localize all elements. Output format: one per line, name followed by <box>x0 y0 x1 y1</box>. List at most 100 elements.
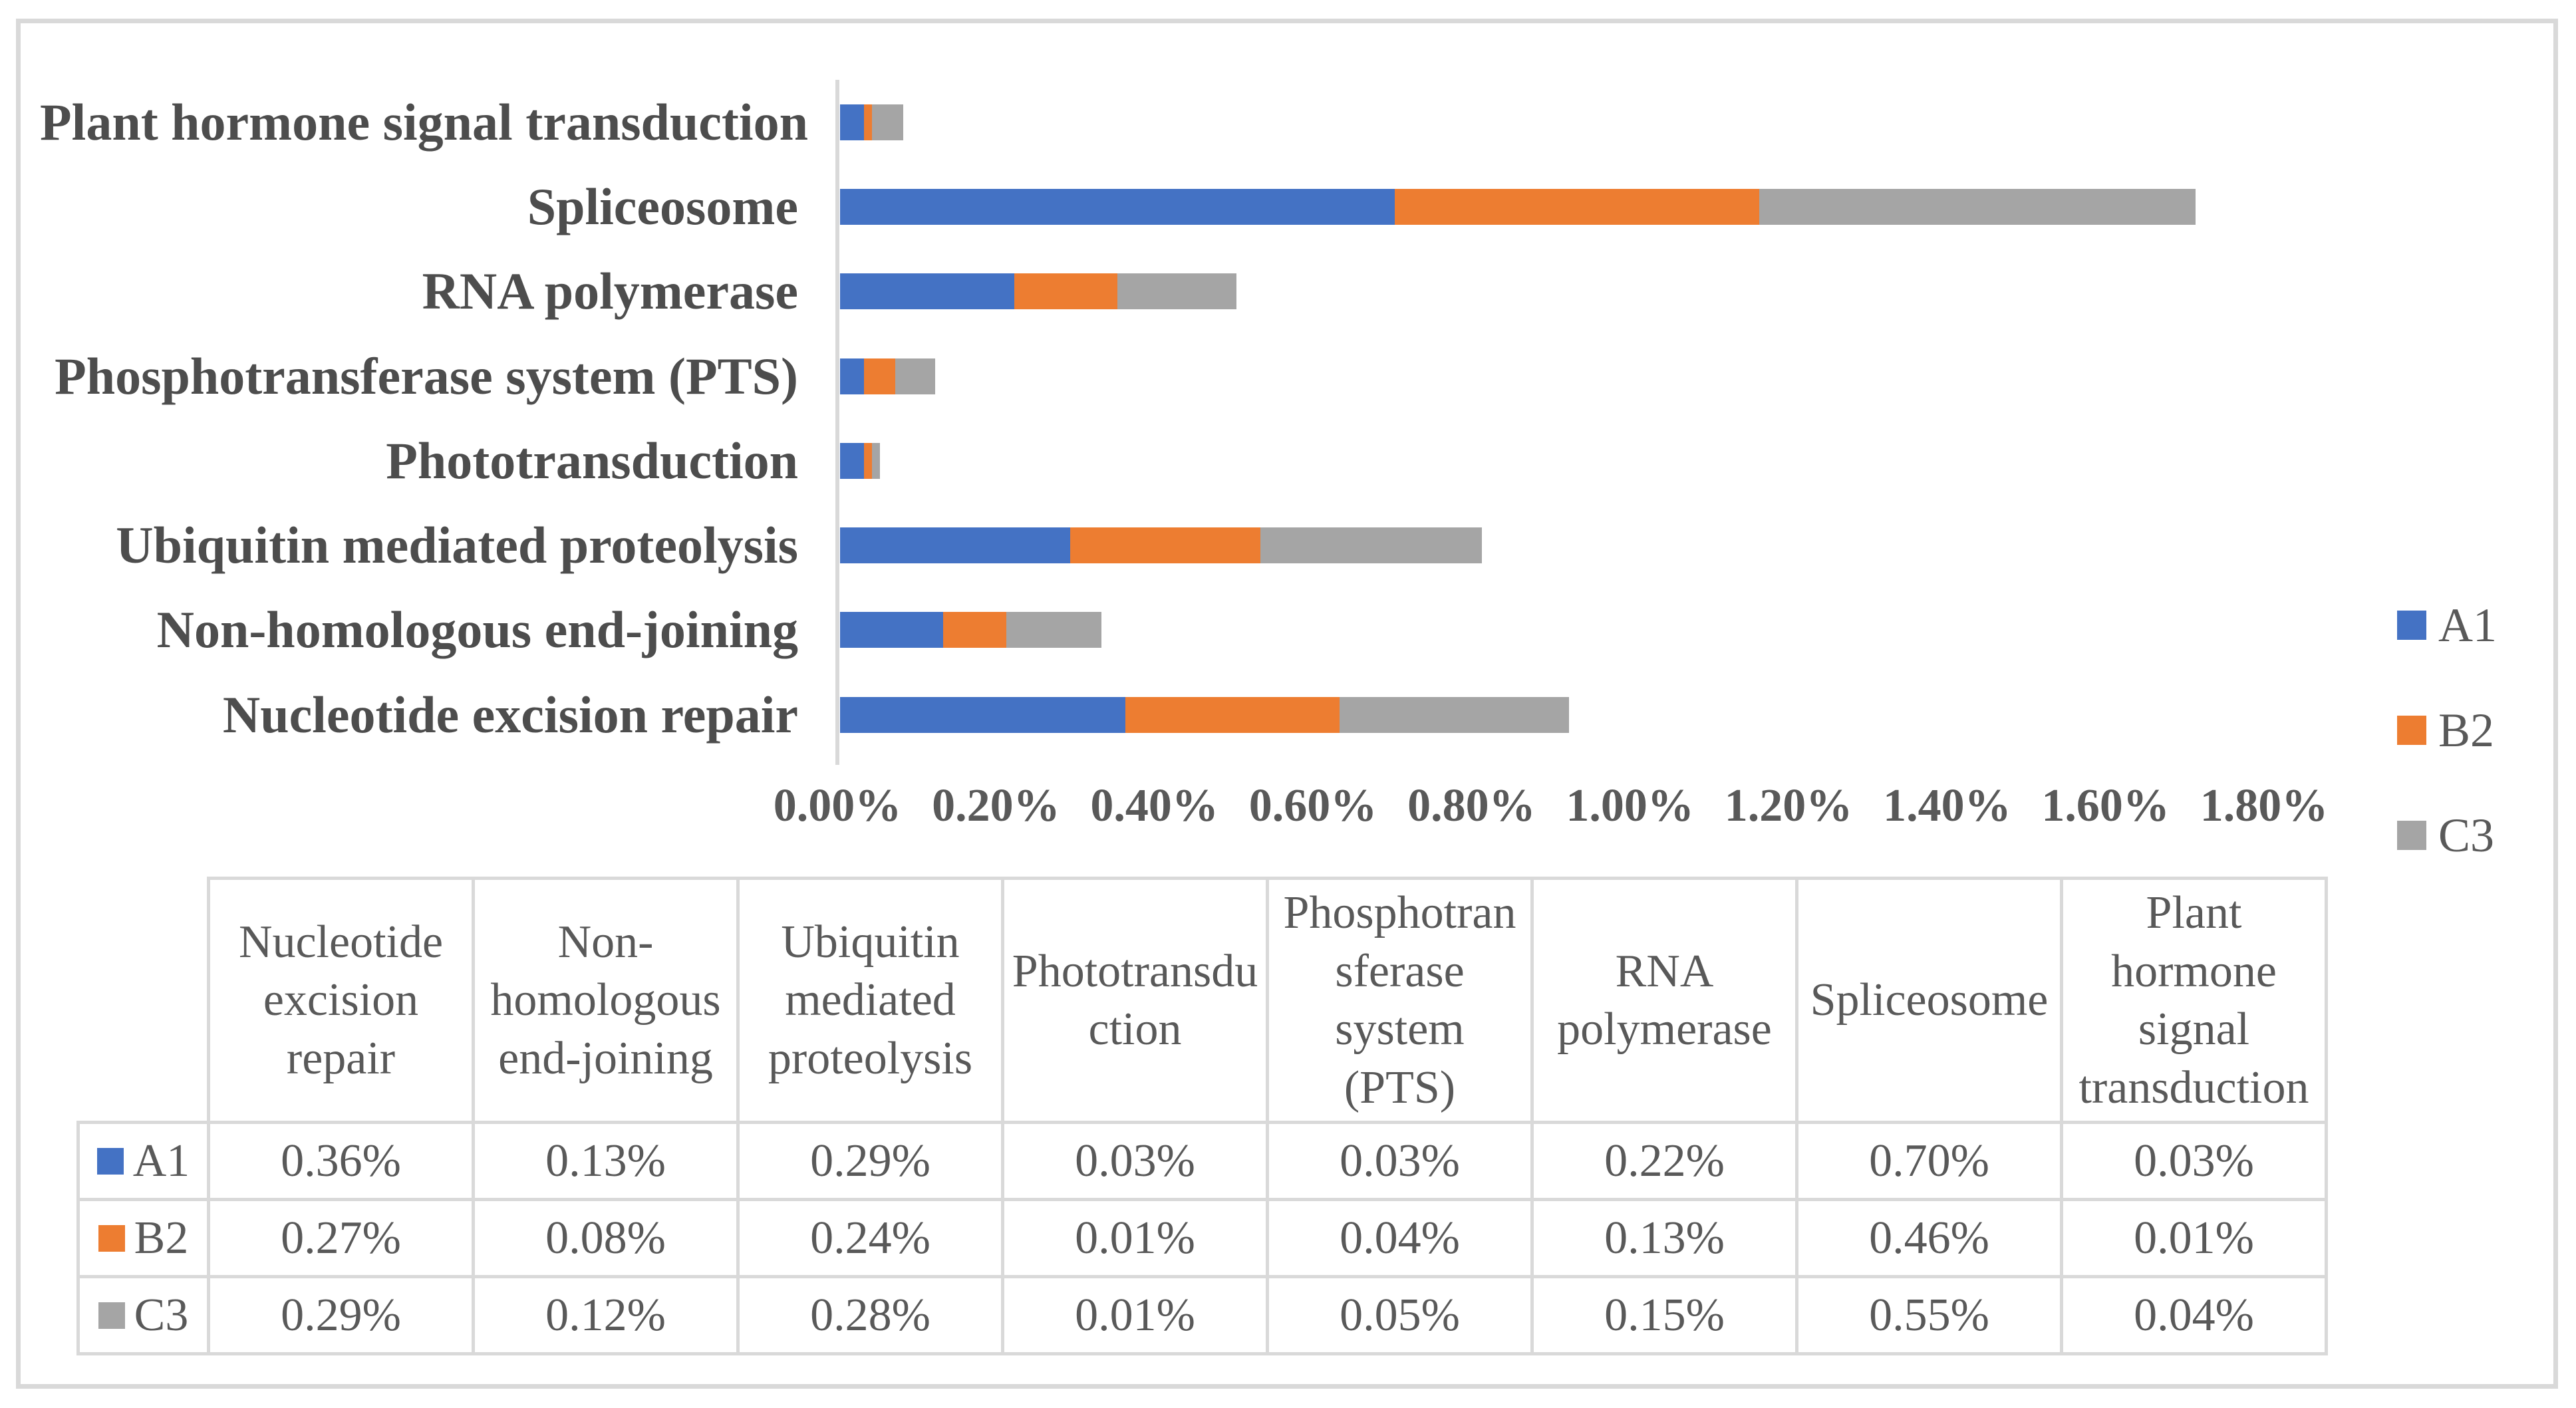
series-label: A1 <box>132 1135 190 1187</box>
legend-item-b2: B2 <box>2397 706 2497 754</box>
table-value-cell: 0.01% <box>1001 1275 1269 1355</box>
bar-segment-a1 <box>840 442 864 479</box>
x-axis-tick-labels: 0.00% 0.20% 0.40% 0.60% 0.80% 1.00% 1.20% 1.40%… <box>0 778 2576 851</box>
table-value-cell: 0.04% <box>2060 1275 2328 1355</box>
series-swatch-icon <box>98 1302 125 1329</box>
table-row-header: C3 <box>76 1275 210 1355</box>
bar-track <box>840 527 1483 564</box>
table-column-header: Ubiquitin mediated proteolysis <box>736 877 1004 1124</box>
bar-segment-c3 <box>871 104 904 140</box>
bar-segment-b2 <box>863 442 872 479</box>
bar-track <box>840 696 1570 733</box>
bar-segment-a1 <box>840 696 1125 733</box>
legend-swatch-icon <box>2397 716 2426 745</box>
series-label: B2 <box>134 1212 189 1264</box>
chart-row: Spliceosome <box>40 164 2196 249</box>
table-row-c3: C3 0.29% 0.12% 0.28% 0.01% 0.05% 0.15% 0.55% 0.0… <box>76 1275 2328 1355</box>
legend-label: B2 <box>2438 704 2495 757</box>
bar-segment-b2 <box>863 358 896 394</box>
category-label: Ubiquitin mediated proteolysis <box>116 516 798 575</box>
series-swatch-icon <box>98 1224 125 1252</box>
bar-segment-a1 <box>840 273 1015 310</box>
category-label: RNA polymerase <box>422 262 798 321</box>
x-axis-tick-label: 0.40% <box>1090 780 1218 831</box>
x-axis-tick-label: 0.60% <box>1248 780 1377 831</box>
table-value-cell: 0.08% <box>472 1198 740 1278</box>
table-value-cell: 0.24% <box>736 1198 1004 1278</box>
category-label: Phototransduction <box>386 431 798 490</box>
table-value-cell: 0.03% <box>1266 1121 1534 1201</box>
y-axis-line <box>835 80 839 765</box>
table-row-header-content: A1 <box>86 1132 200 1191</box>
chart-row: Plant hormone signal transduction <box>40 80 2196 164</box>
bar-segment-a1 <box>840 104 864 140</box>
table-header-row: Nucleotide excision repair Non-homologous… <box>78 877 2328 1124</box>
bar-segment-c3 <box>1260 527 1483 564</box>
table-column-header: RNA polymerase <box>1530 877 1798 1124</box>
table-row-header-content: C3 <box>86 1286 200 1345</box>
category-label: Nucleotide excision repair <box>222 685 798 744</box>
series-swatch-icon <box>96 1147 124 1175</box>
table-value-cell: 0.27% <box>207 1198 475 1278</box>
bar-track <box>840 442 880 479</box>
table-row-header-content: B2 <box>86 1209 200 1268</box>
bar-segment-a1 <box>840 612 943 648</box>
x-axis-tick-label: 1.20% <box>1724 780 1853 831</box>
table-column-header: Spliceosome <box>1795 877 2063 1124</box>
x-axis-tick-label: 0.20% <box>932 780 1060 831</box>
bar-segment-b2 <box>942 612 1007 648</box>
table-value-cell: 0.29% <box>207 1275 475 1355</box>
bar-segment-c3 <box>1339 696 1570 733</box>
bar-segment-b2 <box>1125 696 1340 733</box>
chart-row: Phototransduction <box>40 418 2196 503</box>
table-value-cell: 0.03% <box>2060 1121 2328 1201</box>
table-row-b2: B2 0.27% 0.08% 0.24% 0.01% 0.04% 0.13% 0.46% 0.0… <box>76 1198 2328 1278</box>
bar-segment-c3 <box>895 358 936 394</box>
category-label: Non-homologous end-joining <box>156 601 798 659</box>
table-row-a1: A1 0.36% 0.13% 0.29% 0.03% 0.03% 0.22% 0.70% 0.0… <box>76 1121 2328 1201</box>
category-label: Spliceosome <box>527 177 798 235</box>
bar-segment-b2 <box>863 104 872 140</box>
legend-label: A1 <box>2438 599 2497 652</box>
bar-segment-c3 <box>871 442 880 479</box>
chart-row: RNA polymerase <box>40 249 2196 334</box>
table-column-header: Nucleotide excision repair <box>207 877 475 1124</box>
table-corner-cell <box>78 879 209 1123</box>
table-column-header: Phototransduction <box>1001 877 1269 1124</box>
bar-segment-c3 <box>1006 612 1102 648</box>
table-column-header: Plant hormone signal transduction <box>2060 877 2328 1124</box>
category-label: Plant hormone signal transduction <box>40 92 808 151</box>
table-value-cell: 0.46% <box>1795 1198 2063 1278</box>
table-value-cell: 0.70% <box>1795 1121 2063 1201</box>
bar-track <box>840 358 936 394</box>
table-value-cell: 0.01% <box>2060 1198 2328 1278</box>
bar-segment-b2 <box>1395 188 1760 225</box>
chart-row: Phosphotransferase system (PTS) <box>40 334 2196 418</box>
bar-segment-a1 <box>840 358 864 394</box>
table-row-header: A1 <box>76 1121 210 1201</box>
bar-segment-c3 <box>1759 188 2196 225</box>
chart-rows: Plant hormone signal transduction Spliceo… <box>40 80 2196 757</box>
bar-segment-c3 <box>1117 273 1236 310</box>
table-column-header: Non-homologous end-joining <box>472 877 740 1124</box>
chart-row: Non-homologous end-joining <box>40 588 2196 672</box>
category-label: Phosphotransferase system (PTS) <box>55 347 798 405</box>
x-axis-tick-label: 0.00% <box>773 780 902 831</box>
table-value-cell: 0.22% <box>1530 1121 1798 1201</box>
chart-row: Ubiquitin mediated proteolysis <box>40 503 2196 587</box>
table-value-cell: 0.36% <box>207 1121 475 1201</box>
table-value-cell: 0.15% <box>1530 1275 1798 1355</box>
bar-segment-b2 <box>1070 527 1260 564</box>
table-value-cell: 0.05% <box>1266 1275 1534 1355</box>
legend-label: C3 <box>2438 809 2495 862</box>
bar-track <box>840 612 1102 648</box>
table-value-cell: 0.03% <box>1001 1121 1269 1201</box>
legend-item-c3: C3 <box>2397 811 2497 859</box>
table-value-cell: 0.28% <box>736 1275 1004 1355</box>
x-axis-tick-label: 1.80% <box>2200 780 2329 831</box>
x-axis-tick-label: 1.40% <box>1883 780 2011 831</box>
x-axis-tick-label: 1.00% <box>1566 780 1694 831</box>
table-value-cell: 0.12% <box>472 1275 740 1355</box>
table-value-cell: 0.04% <box>1266 1198 1534 1278</box>
data-table: Nucleotide excision repair Non-homologous… <box>76 877 2328 1355</box>
